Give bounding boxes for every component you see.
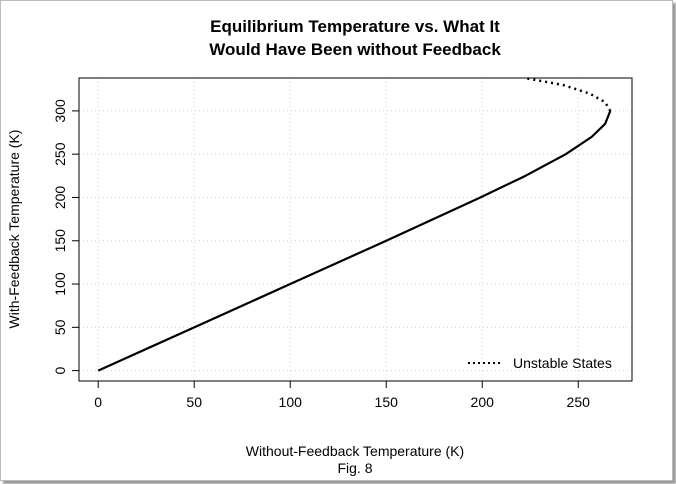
y-tick-label: 200 xyxy=(52,186,68,210)
y-tick-label: 50 xyxy=(52,319,68,335)
y-axis-label: With-Feedback Temperature (K) xyxy=(6,130,22,329)
legend-label: Unstable States xyxy=(513,355,612,371)
x-tick-label: 50 xyxy=(186,394,202,410)
figure-caption: Fig. 8 xyxy=(337,460,372,476)
x-tick-label: 100 xyxy=(279,394,303,410)
y-tick-label: 100 xyxy=(52,272,68,296)
y-tick-label: 250 xyxy=(52,142,68,166)
chart-title-line-2: Would Have Been without Feedback xyxy=(209,40,501,59)
y-tick-label: 300 xyxy=(52,99,68,123)
x-tick-label: 0 xyxy=(94,394,102,410)
unstable-states-line xyxy=(524,76,612,112)
y-tick-label: 150 xyxy=(52,229,68,253)
x-axis-label: Without-Feedback Temperature (K) xyxy=(246,443,464,459)
chart-title-line-1: Equilibrium Temperature vs. What It xyxy=(210,17,500,36)
x-tick-label: 200 xyxy=(471,394,495,410)
y-tick-label: 0 xyxy=(52,367,68,375)
plot-box xyxy=(78,77,633,382)
x-tick-label: 150 xyxy=(375,394,399,410)
stable-states-line xyxy=(97,110,612,372)
x-tick-label: 250 xyxy=(567,394,591,410)
legend: Unstable States xyxy=(468,355,612,371)
